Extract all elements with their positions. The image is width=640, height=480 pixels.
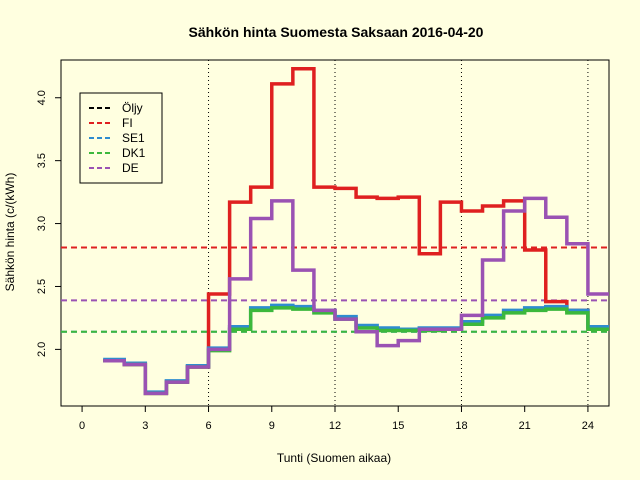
series-line-fi [103,67,609,396]
legend-label-fi: FI [122,116,133,130]
x-tick-label: 21 [519,420,531,432]
x-tick-label: 9 [269,420,275,432]
x-tick-label: 12 [329,420,341,432]
x-tick-label: 3 [142,420,148,432]
legend-box [79,92,163,184]
x-axis-label: Tunti (Suomen aikaa) [277,451,391,465]
y-tick-label: 2.0 [36,342,48,357]
x-tick-label: 0 [79,420,85,432]
legend-label-se1: SE1 [122,131,145,145]
x-tick-label: 6 [205,420,211,432]
x-tick-label: 15 [392,420,404,432]
legend-label-de: DE [122,161,139,175]
chart-title: Sähkön hinta Suomesta Saksaan 2016-04-20 [189,24,484,40]
x-tick-label: 18 [455,420,467,432]
y-tick-label: 3.5 [36,153,48,168]
y-tick-label: 4.0 [36,90,48,105]
y-axis-label: Sähkön hinta (c/(kWh) [3,173,17,292]
y-tick-label: 2.5 [36,279,48,294]
series-line-de [103,196,609,396]
x-tick-label: 24 [582,420,594,432]
legend-label-dk1: DK1 [122,146,146,160]
y-tick-label: 3.0 [36,216,48,231]
plot-area: 0 3 6 9 12 15 18 21 24 2.0 2.5 3.0 3.5 4.0 [36,59,610,432]
legend-label-öljy: Öljy [122,101,143,115]
